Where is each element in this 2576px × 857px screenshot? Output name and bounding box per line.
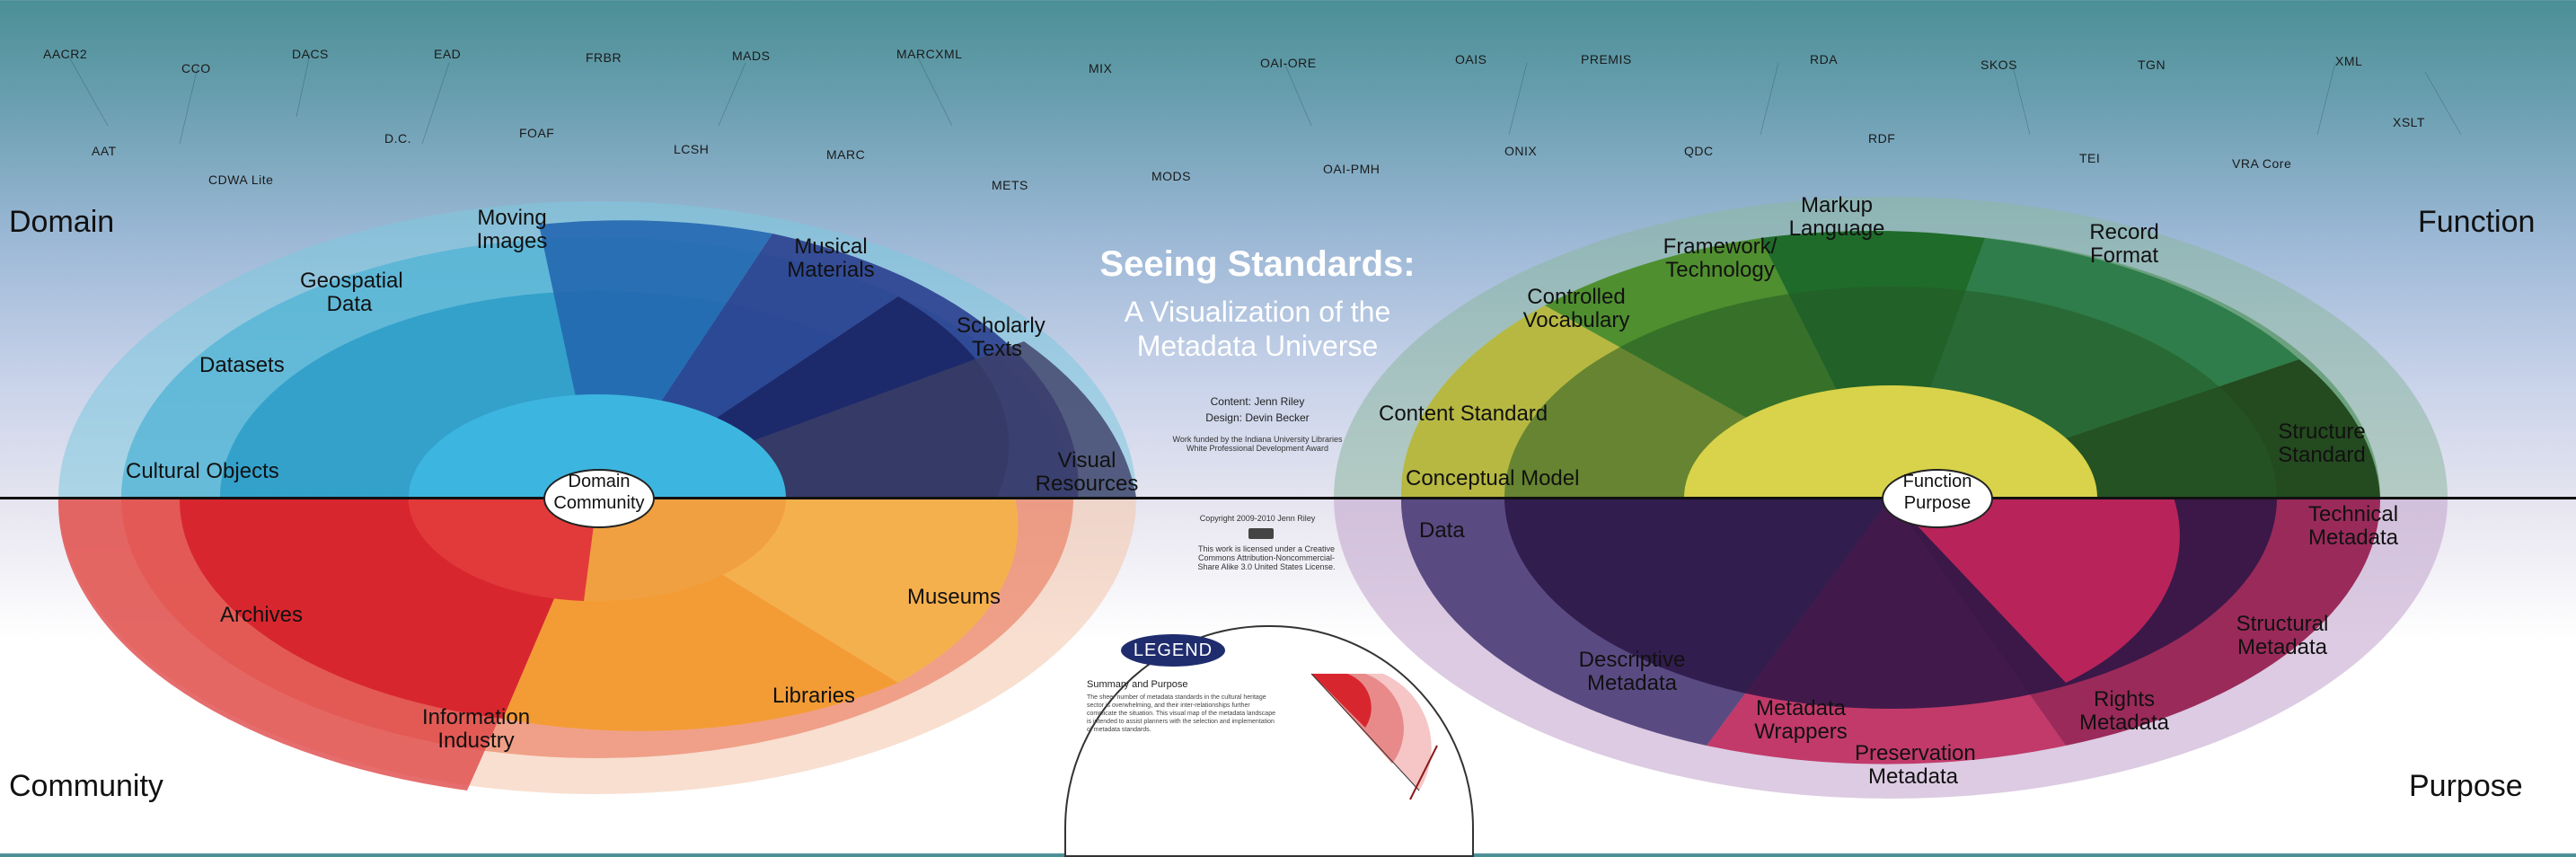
domain-scholarly-texts[interactable]: Scholarly Texts	[957, 314, 1045, 361]
function-markup-language[interactable]: Markup Language	[1788, 193, 1885, 241]
standard-rda[interactable]: RDA	[1810, 52, 1839, 66]
standard-ead[interactable]: EAD	[434, 47, 462, 61]
standard-oai-ore[interactable]: OAI-ORE	[1260, 56, 1317, 70]
function-half	[1334, 197, 2448, 498]
corner-community: Community	[9, 769, 163, 803]
purpose-descriptive-metadata[interactable]: Descriptive Metadata	[1578, 648, 1686, 695]
hub-community-label: Community	[553, 493, 645, 513]
domain-half	[58, 201, 1136, 498]
function-record-format[interactable]: Record Format	[2089, 220, 2159, 268]
hub-purpose-label: Purpose	[1903, 493, 1972, 513]
standard-cdwa-lite[interactable]: CDWA Lite	[208, 172, 274, 187]
purpose-preservation-metadata[interactable]: Preservation Metadata	[1855, 741, 1976, 789]
corner-domain: Domain	[9, 205, 115, 239]
standard-qdc[interactable]: QDC	[1684, 144, 1714, 158]
credit-design: Design: Devin Becker	[1205, 411, 1310, 424]
domain-visual-resources[interactable]: Visual Resources	[1035, 448, 1139, 496]
standard-rdf[interactable]: RDF	[1868, 131, 1896, 146]
credit-funding: Work funded by the Indiana University Li…	[1172, 435, 1343, 453]
standard-oai-pmh[interactable]: OAI-PMH	[1323, 162, 1381, 176]
poster-title: Seeing Standards:	[1099, 244, 1416, 284]
credit-content: Content: Jenn Riley	[1210, 395, 1305, 408]
community-half	[57, 498, 1136, 794]
standard-xml[interactable]: XML	[2335, 54, 2363, 68]
legend-summary-title: Summary and Purpose	[1087, 679, 1188, 690]
standard-premis[interactable]: PREMIS	[1581, 52, 1632, 66]
domain-datasets[interactable]: Datasets	[199, 353, 285, 377]
standard-oais[interactable]: OAIS	[1455, 52, 1487, 66]
purpose-rights-metadata[interactable]: Rights Metadata	[2078, 687, 2170, 735]
credit-copyright: Copyright 2009-2010 Jenn Riley	[1199, 514, 1316, 523]
hub-domain-label: Domain	[568, 472, 631, 491]
corner-purpose: Purpose	[2409, 769, 2523, 803]
community-museums[interactable]: Museums	[907, 585, 1001, 609]
standard-dc[interactable]: D.C.	[384, 131, 411, 146]
standard-mix[interactable]: MIX	[1089, 61, 1113, 75]
standard-xslt[interactable]: XSLT	[2393, 115, 2425, 129]
domain-musical-materials[interactable]: Musical Materials	[787, 234, 875, 282]
legend-summary-text: The sheer number of metadata standards i…	[1087, 694, 1275, 733]
standard-dacs[interactable]: DACS	[292, 47, 329, 61]
standard-marc[interactable]: MARC	[826, 147, 866, 162]
standard-onix[interactable]: ONIX	[1504, 144, 1538, 158]
domain-geospatial-data[interactable]: Geospatial Data	[300, 269, 403, 316]
domain-cultural-objects[interactable]: Cultural Objects	[126, 459, 279, 483]
hub-domain-community: Domain Community	[543, 469, 655, 528]
standard-tei[interactable]: TEI	[2079, 151, 2101, 165]
standard-foaf[interactable]: FOAF	[519, 126, 555, 140]
function-content-standard[interactable]: Content Standard	[1379, 402, 1548, 426]
standard-tgn[interactable]: TGN	[2138, 57, 2166, 72]
function-controlled-vocabulary[interactable]: Controlled Vocabulary	[1522, 285, 1630, 332]
community-information-industry[interactable]: Information Industry	[422, 705, 531, 753]
function-structure-standard[interactable]: Structure Standard	[2278, 420, 2366, 467]
purpose-half	[1334, 498, 2448, 799]
poster-subtitle-line1: A Visualization of the	[1124, 296, 1391, 328]
hub-function-purpose: Function Purpose	[1882, 469, 1993, 528]
poster-subtitle: A Visualization of the Metadata Universe	[1042, 295, 1473, 363]
legend-wedge-diagram	[1310, 673, 1438, 800]
community-archives[interactable]: Archives	[220, 603, 304, 627]
wheel-axis-line	[0, 497, 2576, 499]
standard-mads[interactable]: MADS	[732, 49, 771, 63]
standard-skos[interactable]: SKOS	[1981, 57, 2017, 72]
standard-frbr[interactable]: FRBR	[586, 50, 622, 65]
standard-mods[interactable]: MODS	[1151, 169, 1191, 183]
standard-vra-core[interactable]: VRA Core	[2232, 156, 2292, 171]
standard-marcxml[interactable]: MARCXML	[896, 47, 963, 61]
credit-license: This work is licensed under a Creative C…	[1197, 544, 1336, 571]
function-framework-technology[interactable]: Framework/ Technology	[1663, 234, 1778, 282]
community-libraries[interactable]: Libraries	[772, 684, 856, 708]
standard-aacr2[interactable]: AACR2	[43, 47, 88, 61]
purpose-structural-metadata[interactable]: Structural Metadata	[2236, 612, 2329, 659]
corner-function: Function	[2418, 205, 2536, 239]
poster-subtitle-line2: Metadata Universe	[1136, 330, 1379, 362]
creative-commons-badge	[1248, 528, 1274, 539]
standard-mets[interactable]: METS	[992, 178, 1028, 192]
purpose-technical-metadata[interactable]: Technical Metadata	[2307, 502, 2399, 550]
purpose-data[interactable]: Data	[1419, 518, 1465, 543]
standard-lcsh[interactable]: LCSH	[674, 142, 710, 156]
hub-function-label: Function	[1902, 472, 1972, 491]
function-conceptual-model[interactable]: Conceptual Model	[1406, 466, 1580, 490]
purpose-metadata-wrappers[interactable]: Metadata Wrappers	[1754, 696, 1848, 744]
standard-connector-lines	[66, 53, 2462, 145]
legend-badge: LEGEND	[1121, 634, 1225, 667]
domain-moving-images[interactable]: Moving Images	[476, 206, 548, 253]
standard-aat[interactable]: AAT	[92, 144, 117, 158]
standard-cco[interactable]: CCO	[181, 61, 211, 75]
